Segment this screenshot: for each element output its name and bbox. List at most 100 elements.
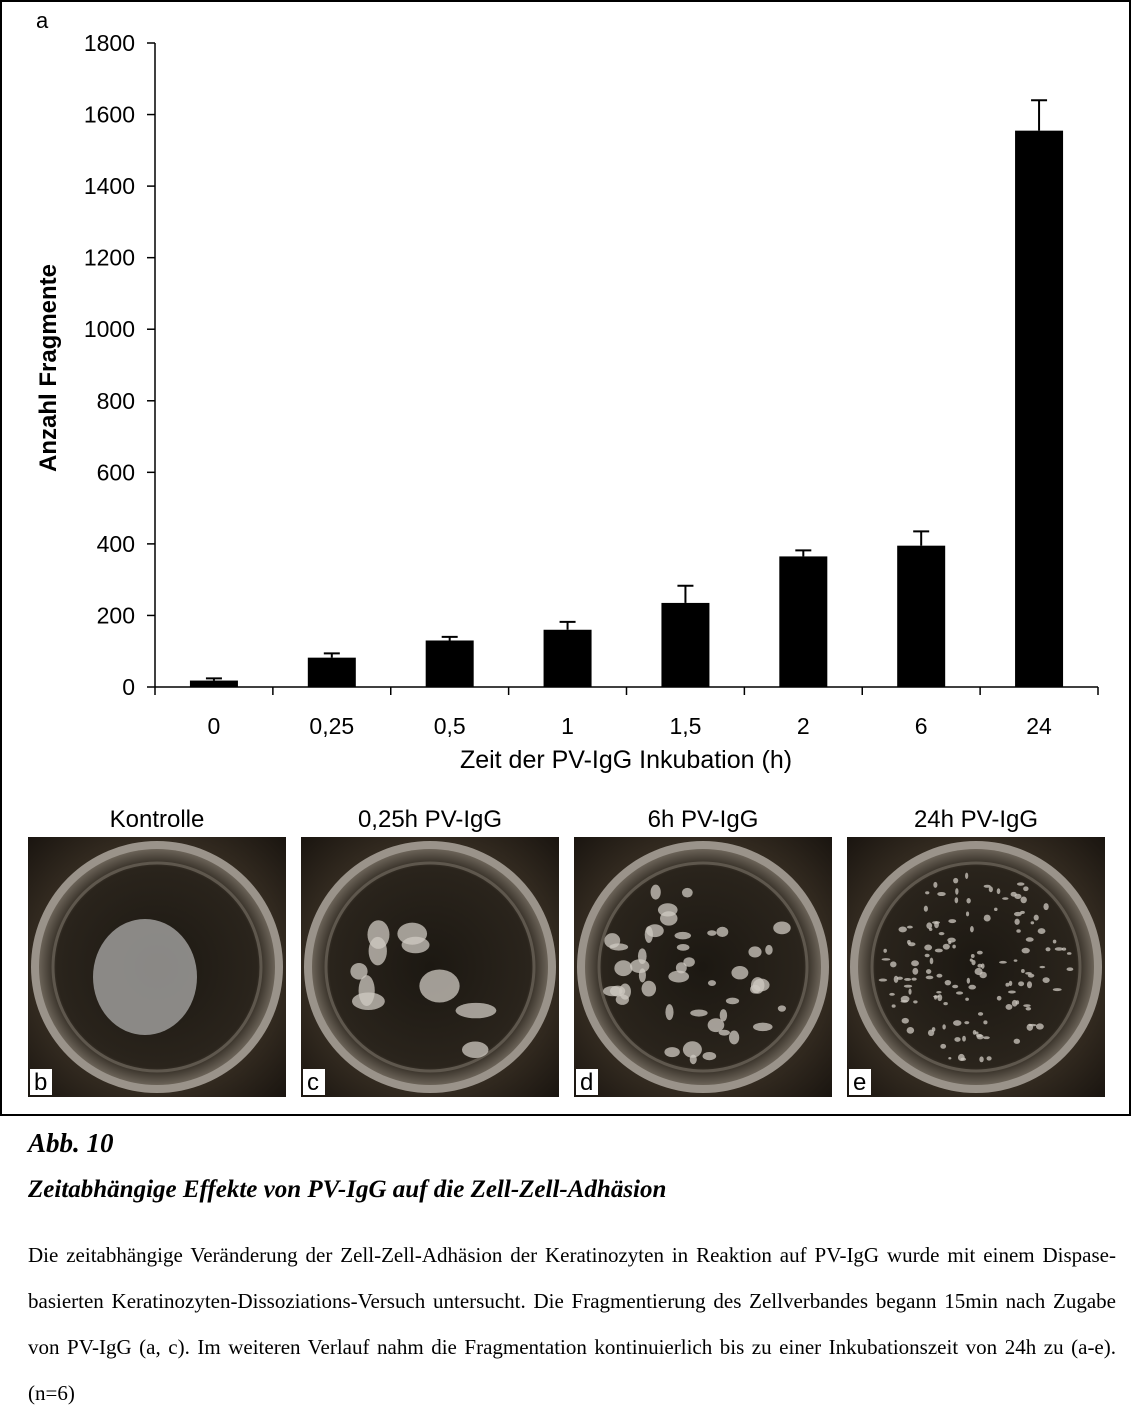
panel-title: 6h PV-IgG xyxy=(648,806,759,833)
fragment xyxy=(645,926,653,943)
fragment xyxy=(930,958,934,965)
fragment xyxy=(984,915,991,922)
fragment xyxy=(1043,903,1048,910)
fragment xyxy=(1053,988,1062,991)
fragment xyxy=(1018,981,1024,986)
error-bar xyxy=(324,653,340,657)
fragment xyxy=(1008,990,1016,993)
fragment xyxy=(953,1020,961,1026)
fragment xyxy=(462,1042,488,1058)
fragment xyxy=(419,970,459,1003)
fragment xyxy=(765,945,772,955)
y-tick-label: 200 xyxy=(97,602,135,628)
fragment xyxy=(882,958,891,960)
bar xyxy=(897,546,945,687)
fragment xyxy=(708,980,716,986)
y-tick-label: 1600 xyxy=(84,102,135,128)
fragment xyxy=(979,972,986,979)
fragment xyxy=(967,978,970,984)
fragment xyxy=(729,1031,739,1045)
fragment xyxy=(900,1000,908,1003)
fragment xyxy=(707,930,716,936)
error-bar xyxy=(1031,100,1047,130)
fragment xyxy=(1053,940,1057,944)
fragment xyxy=(1067,952,1072,955)
fragment xyxy=(1039,966,1045,968)
fragment xyxy=(960,1058,966,1061)
fragment xyxy=(979,1056,983,1062)
fragment xyxy=(981,963,985,968)
fragment xyxy=(997,996,1002,1001)
fragment xyxy=(926,976,934,980)
x-tick-label: 0 xyxy=(208,713,221,739)
error-bar xyxy=(206,678,222,680)
fragment xyxy=(978,1012,983,1016)
fragment xyxy=(879,979,887,982)
fragment xyxy=(935,949,943,953)
fragment xyxy=(642,981,657,997)
fragment xyxy=(397,923,427,945)
fragment xyxy=(1009,981,1013,986)
bar xyxy=(426,640,474,687)
figure: a Anzahl Fragmente Zeit der PV-IgG Inkub… xyxy=(0,0,1132,1120)
fragment xyxy=(1014,959,1018,961)
fragment xyxy=(703,1052,717,1060)
fragment xyxy=(940,1044,946,1049)
panel-letter: e xyxy=(853,1069,866,1096)
fragment xyxy=(937,994,942,1001)
fragment xyxy=(1028,974,1034,978)
dish xyxy=(312,849,548,1085)
fragment xyxy=(1014,912,1022,916)
x-tick-label: 1,5 xyxy=(669,713,701,739)
fragment xyxy=(936,974,942,978)
fragment xyxy=(1017,882,1025,885)
fragment xyxy=(983,1036,990,1039)
fragment xyxy=(1020,896,1026,903)
fragment xyxy=(1014,919,1019,925)
fragment xyxy=(925,891,929,894)
y-tick-label: 400 xyxy=(97,531,135,557)
fragment xyxy=(1006,1004,1013,1010)
caption-label: Abb. 10 xyxy=(28,1128,1116,1176)
fragment xyxy=(936,991,941,994)
fragment xyxy=(911,978,916,981)
fragment xyxy=(999,961,1007,964)
bar xyxy=(1015,131,1063,687)
error-bar xyxy=(913,531,929,545)
fragment xyxy=(971,960,975,965)
x-tick-label: 24 xyxy=(1026,713,1052,739)
fragment xyxy=(952,985,958,989)
fragment xyxy=(984,885,991,888)
fragment xyxy=(924,906,928,912)
fragment xyxy=(942,1024,945,1029)
panel-title: 24h PV-IgG xyxy=(914,806,1038,833)
fragment xyxy=(716,927,728,937)
fragment xyxy=(677,944,690,951)
fragment xyxy=(1036,1023,1044,1029)
panel-label: a xyxy=(36,8,49,33)
caption-title: Zeitabhängige Effekte von PV-IgG auf die… xyxy=(28,1176,1116,1232)
fragment xyxy=(933,995,940,997)
fragment xyxy=(977,951,983,955)
fragment xyxy=(956,991,963,994)
fragment xyxy=(943,944,950,950)
x-axis-label: Zeit der PV-IgG Inkubation (h) xyxy=(460,746,792,774)
fragment xyxy=(719,1030,730,1036)
fragment xyxy=(1062,948,1066,951)
caption-text: Die zeitabhängige Veränderung der Zell-Z… xyxy=(28,1232,1116,1416)
fragment xyxy=(904,985,912,988)
fragment xyxy=(720,1009,727,1021)
fragment xyxy=(369,937,387,966)
fragment xyxy=(892,1004,896,1007)
fragment xyxy=(945,980,951,985)
fragment xyxy=(977,1034,984,1039)
fragment xyxy=(975,1032,978,1035)
x-tick-label: 1 xyxy=(561,713,574,739)
fragment xyxy=(1022,948,1030,954)
fragment xyxy=(690,1010,707,1017)
fragment xyxy=(890,961,896,967)
fragment xyxy=(965,998,969,1001)
fragment xyxy=(682,888,693,898)
error-bar xyxy=(795,550,811,556)
x-tick-label: 6 xyxy=(915,713,928,739)
